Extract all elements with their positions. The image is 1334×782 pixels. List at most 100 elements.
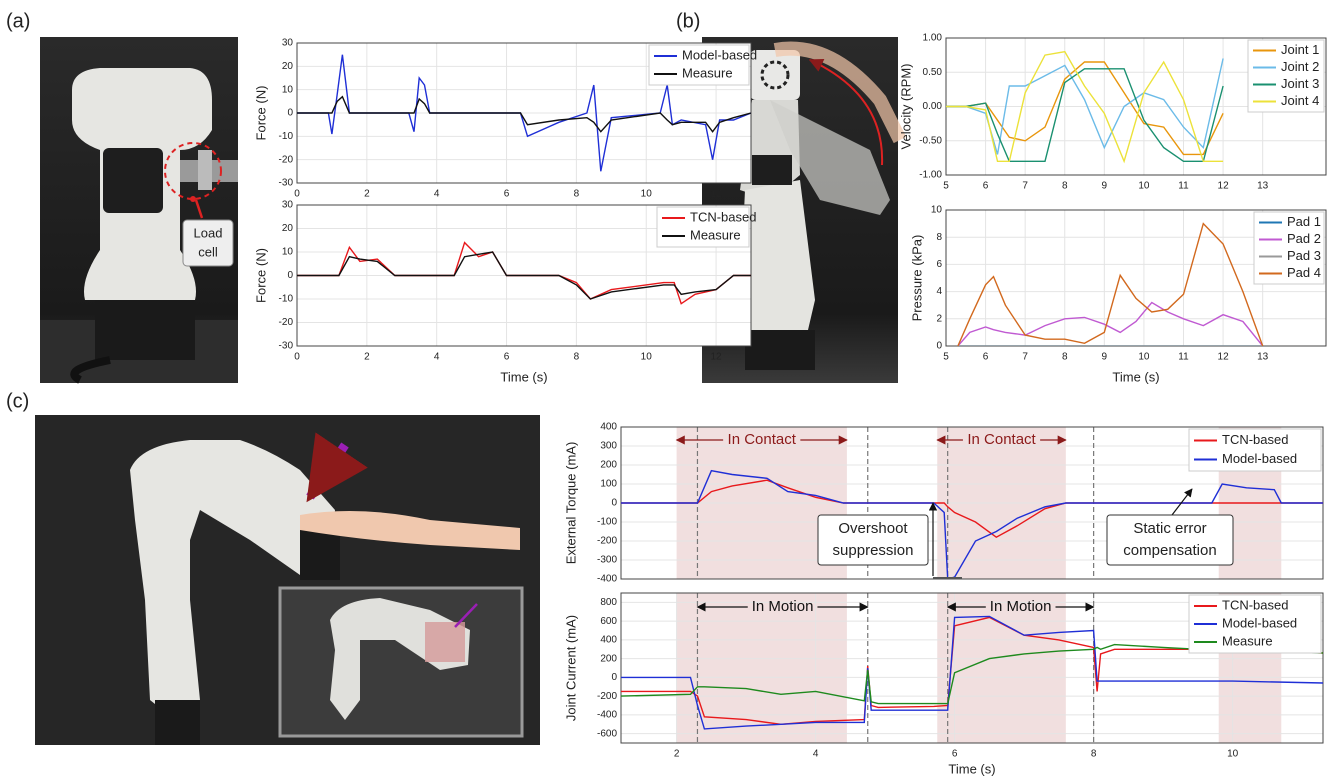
y-tick-label: 10: [282, 247, 294, 258]
y-tick-label: -300: [597, 555, 617, 566]
y-tick-label: 20: [282, 223, 294, 234]
legend-label: Pad 4: [1287, 265, 1321, 280]
y-tick-label: 1.00: [923, 33, 943, 44]
y-tick-label: -20: [279, 154, 294, 165]
y-tick-label: -1.00: [919, 170, 942, 181]
photo-annotation: cell: [198, 244, 218, 259]
y-axis-label: Velocity (RPM): [898, 64, 913, 150]
callout-text: suppression: [833, 542, 914, 559]
x-tick-label: 10: [1138, 181, 1150, 192]
y-tick-label: 4: [936, 286, 942, 297]
legend-label: Joint 1: [1281, 42, 1319, 57]
x-axis-label: Time (s): [500, 369, 547, 384]
y-axis-label: Force (N): [253, 86, 268, 141]
x-tick-label: 0: [294, 352, 300, 363]
y-tick-label: 10: [282, 84, 294, 95]
x-tick-label: 10: [1138, 352, 1150, 363]
span-label: In Motion: [752, 598, 814, 615]
y-tick-label: 400: [600, 422, 617, 433]
y-tick-label: 300: [600, 441, 617, 452]
x-tick-label: 2: [364, 352, 370, 363]
legend-label: Joint 2: [1281, 59, 1319, 74]
x-tick-label: 11: [1178, 181, 1189, 192]
x-tick-label: 0: [294, 189, 300, 200]
x-tick-label: 6: [952, 749, 958, 760]
x-tick-label: 12: [711, 189, 723, 200]
panel-label: (b): [676, 10, 700, 32]
y-axis-label: Pressure (kPa): [909, 235, 924, 322]
legend-label: Measure: [682, 65, 733, 80]
panel-label: (a): [6, 10, 30, 32]
x-tick-label: 11: [1178, 352, 1189, 363]
x-tick-label: 8: [1062, 181, 1068, 192]
photo-c: [35, 415, 540, 745]
x-tick-label: 12: [1218, 352, 1230, 363]
photo-a: Load cell: [40, 37, 238, 383]
y-tick-label: 200: [600, 460, 617, 471]
shaded-region: [937, 593, 1066, 743]
callout-text: Static error: [1133, 520, 1206, 537]
legend-label: Measure: [690, 227, 741, 242]
legend-label: Joint 3: [1281, 76, 1319, 91]
callout-text: Overshoot: [838, 520, 908, 537]
y-tick-label: -400: [597, 574, 617, 585]
y-tick-label: -100: [597, 517, 617, 528]
y-tick-label: 400: [600, 635, 617, 646]
y-tick-label: 800: [600, 597, 617, 608]
legend-label: TCN-based: [1222, 432, 1288, 447]
y-tick-label: 100: [600, 479, 617, 490]
y-tick-label: 0: [611, 498, 617, 509]
x-tick-label: 6: [504, 352, 510, 363]
x-tick-label: 4: [813, 749, 819, 760]
x-tick-label: 7: [1022, 352, 1028, 363]
legend-label: Model-based: [1222, 451, 1297, 466]
legend-label: Pad 2: [1287, 231, 1321, 246]
legend-label: Measure: [1222, 633, 1273, 648]
y-tick-label: -400: [597, 710, 617, 721]
y-tick-label: 30: [282, 38, 294, 49]
legend-label: Pad 3: [1287, 248, 1321, 263]
legend-label: Joint 4: [1281, 93, 1319, 108]
x-tick-label: 6: [983, 181, 989, 192]
y-tick-label: -600: [597, 728, 617, 739]
figure: (a) (b) (c) Load cell: [0, 0, 1334, 777]
y-tick-label: -10: [279, 131, 294, 142]
span-label: In Contact: [967, 431, 1036, 448]
y-tick-label: 0: [287, 108, 293, 119]
y-tick-label: -30: [279, 178, 294, 189]
y-tick-label: -0.50: [919, 135, 942, 146]
x-tick-label: 9: [1102, 181, 1108, 192]
y-axis-label: Joint Current (mA): [563, 615, 578, 721]
y-tick-label: 200: [600, 653, 617, 664]
y-tick-label: 0: [287, 270, 293, 281]
y-tick-label: -200: [597, 691, 617, 702]
x-axis-label: Time (s): [1112, 369, 1159, 384]
x-tick-label: 12: [1218, 181, 1230, 192]
x-tick-label: 5: [943, 352, 949, 363]
y-axis-label: External Torque (mA): [563, 442, 578, 565]
x-tick-label: 8: [1062, 352, 1068, 363]
x-tick-label: 2: [364, 189, 370, 200]
panel-label: (c): [6, 390, 29, 412]
y-tick-label: 0: [611, 672, 617, 683]
x-tick-label: 8: [574, 352, 580, 363]
photo-annotation: Load: [194, 225, 223, 240]
y-tick-label: 20: [282, 61, 294, 72]
y-tick-label: 600: [600, 616, 617, 627]
legend-label: TCN-based: [1222, 597, 1288, 612]
x-tick-label: 8: [1091, 749, 1097, 760]
x-tick-label: 4: [434, 189, 440, 200]
x-tick-label: 9: [1102, 352, 1108, 363]
x-tick-label: 13: [1257, 181, 1269, 192]
y-tick-label: 0: [936, 341, 942, 352]
span-label: In Contact: [728, 431, 797, 448]
y-tick-label: 8: [936, 232, 942, 243]
y-tick-label: 0.50: [923, 67, 943, 78]
legend-label: Model-based: [682, 47, 757, 62]
callout-text: compensation: [1123, 542, 1216, 559]
x-tick-label: 13: [1257, 352, 1269, 363]
y-tick-label: -20: [279, 317, 294, 328]
legend-label: TCN-based: [690, 209, 756, 224]
x-tick-label: 10: [641, 352, 653, 363]
y-tick-label: 10: [931, 205, 943, 216]
